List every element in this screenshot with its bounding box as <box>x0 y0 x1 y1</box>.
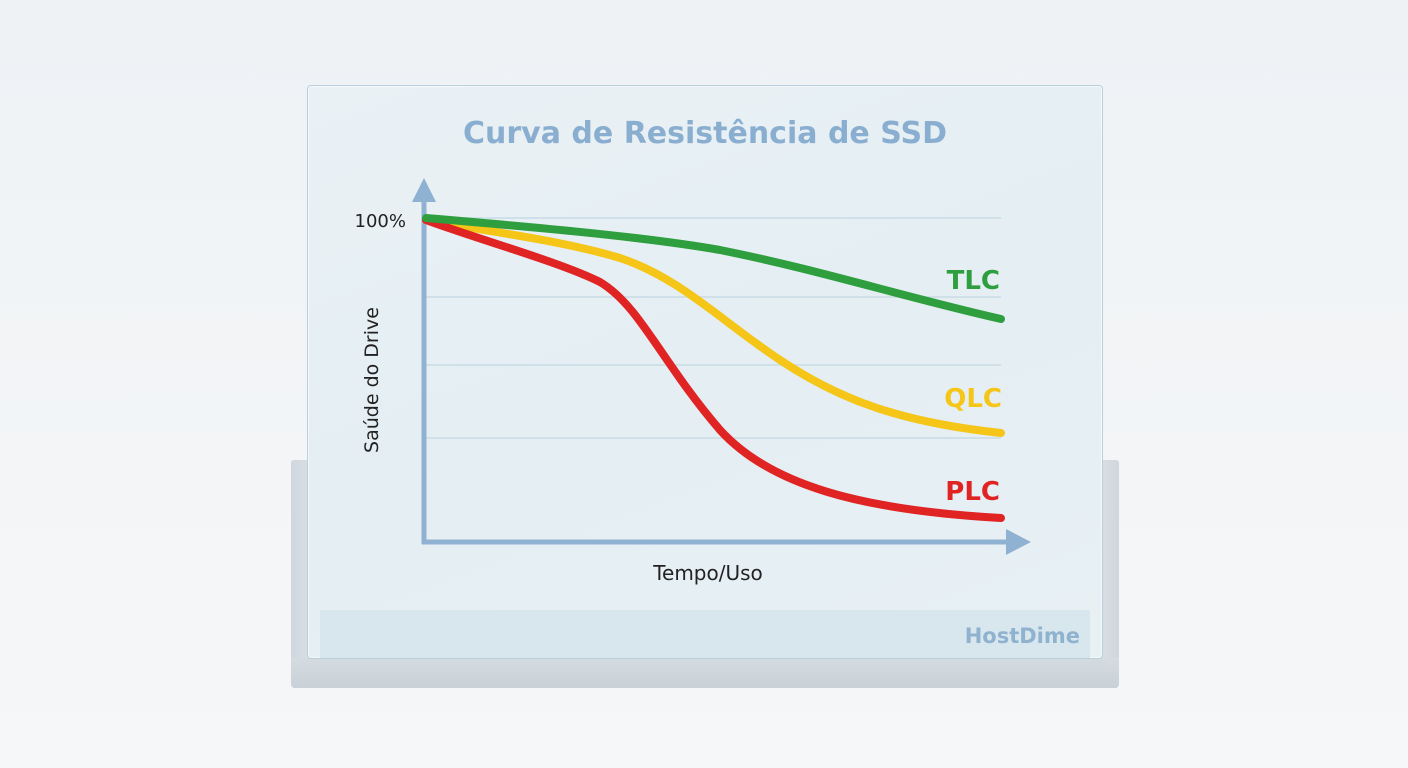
x-axis-label: Tempo/Uso <box>652 561 763 585</box>
label-plc: PLC <box>945 477 1000 507</box>
y-axis-label: Saúde do Drive <box>361 307 383 453</box>
glass-panel: Curva de Resistência de SSD HostDime <box>307 85 1103 659</box>
chart-title: Curva de Resistência de SSD <box>463 116 947 151</box>
brand-logo: HostDime <box>964 624 1080 648</box>
footer-band <box>320 610 1090 658</box>
label-tlc: TLC <box>947 266 1000 296</box>
series-plc <box>422 216 1005 522</box>
stand-base <box>291 658 1119 688</box>
series-qlc <box>422 216 1005 437</box>
y-tick-100: 100% <box>355 211 406 232</box>
label-qlc: QLC <box>944 384 1002 414</box>
y-axis <box>412 178 436 544</box>
x-axis-arrow-icon <box>1006 529 1031 555</box>
y-axis-arrow-icon <box>412 178 436 202</box>
series-tlc <box>422 214 1005 323</box>
x-axis <box>422 529 1031 555</box>
